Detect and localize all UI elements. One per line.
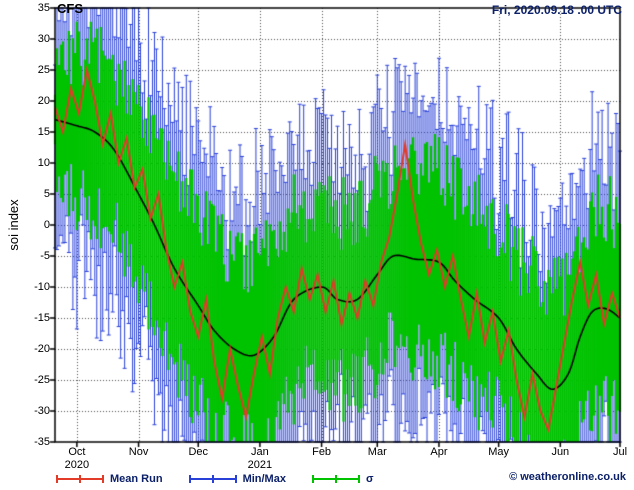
month-label: Dec: [188, 446, 209, 458]
mean_run-line-icon: [56, 474, 104, 484]
y-tick-label: -5: [40, 250, 50, 262]
month-label: May: [488, 446, 510, 458]
month-label: Jan: [251, 446, 269, 458]
y-tick-label: -25: [34, 374, 50, 386]
month-label: Jul: [612, 446, 628, 458]
y-tick-label: -35: [34, 436, 50, 448]
y-tick-label: -30: [34, 405, 50, 417]
year-label: 2020: [64, 459, 90, 471]
watermark: © weatheronline.co.uk: [509, 471, 626, 483]
run-date-label: Fri, 2020.09.18 .00 UTC: [491, 3, 622, 17]
y-tick-label: 15: [37, 126, 50, 138]
minmax-line-icon: [188, 474, 237, 484]
month-label: Mar: [367, 446, 387, 458]
legend-item-minmax: Min/Max: [188, 473, 286, 485]
y-tick-label: 35: [37, 2, 50, 14]
y-tick-label: -15: [34, 312, 50, 324]
y-tick-label: 25: [37, 64, 50, 76]
y-tick-label: 10: [37, 157, 50, 169]
year-label: 2021: [247, 459, 273, 471]
sigma-line-icon: [311, 474, 360, 484]
y-tick-label: 20: [37, 95, 50, 107]
legend-label: σ: [365, 473, 374, 485]
legend-label: Mean Run: [110, 473, 163, 485]
legend: Mean Run Min/Max σ: [56, 470, 374, 488]
y-tick-label: 0: [43, 219, 50, 231]
month-label: Jun: [551, 446, 570, 458]
month-label: Apr: [430, 446, 448, 458]
legend-label: Min/Max: [242, 473, 286, 485]
model-title: CFS: [57, 1, 83, 16]
month-label: Feb: [312, 446, 332, 458]
month-label: Nov: [128, 446, 149, 458]
y-tick-label: 30: [37, 33, 50, 45]
y-tick-label: 5: [43, 188, 50, 200]
legend-item-mean_run: Mean Run: [56, 473, 163, 485]
y-tick-label: -20: [34, 343, 50, 355]
y-tick-label: -10: [34, 281, 50, 293]
month-label: Oct: [68, 446, 86, 458]
legend-item-sigma: σ: [311, 473, 374, 485]
